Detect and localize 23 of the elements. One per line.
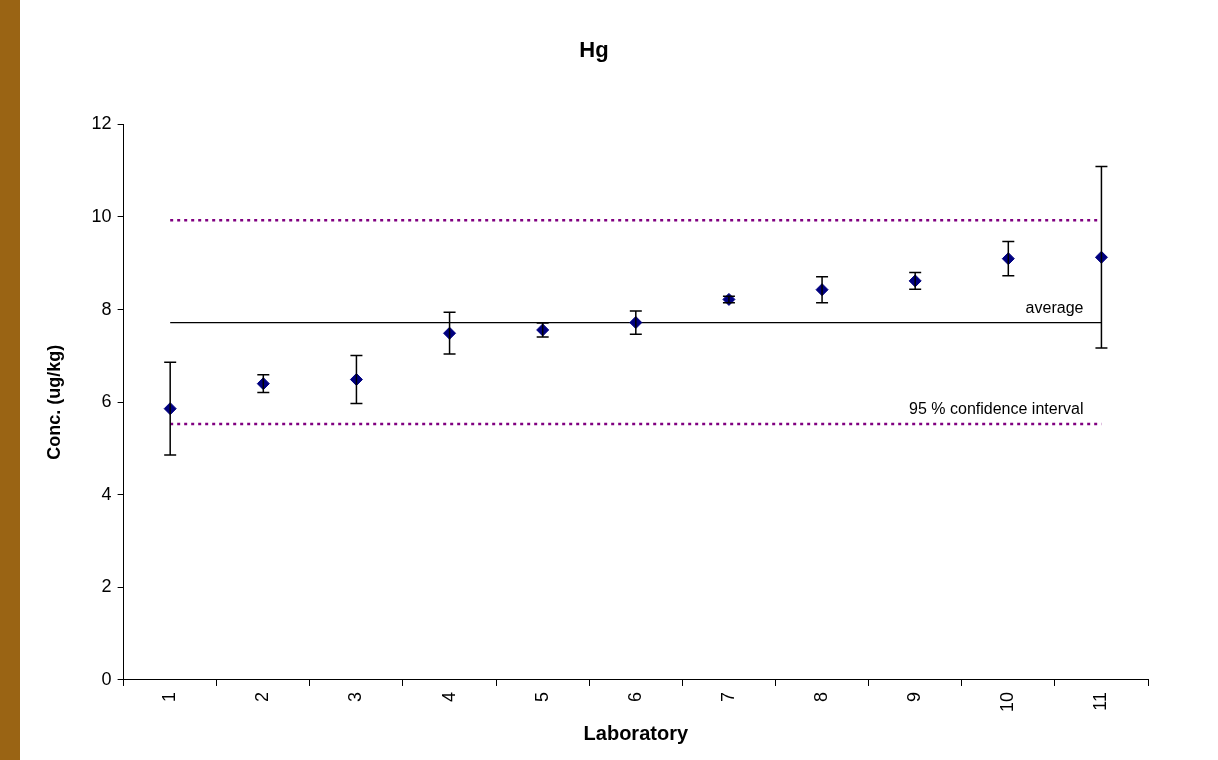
ref-line-label: 95 % confidence interval	[909, 400, 1084, 418]
x-tick-label: 4	[438, 691, 459, 702]
x-tick-label: 1	[159, 691, 180, 702]
y-tick-label: 6	[101, 391, 112, 412]
y-tick-label: 12	[91, 113, 112, 134]
x-tick-label: 5	[531, 691, 552, 702]
y-axis-title: Conc. (ug/kg)	[43, 344, 64, 460]
ref-line-label: average	[1025, 298, 1084, 316]
x-axis-title: Laboratory	[583, 721, 689, 744]
x-tick-label: 8	[811, 691, 832, 702]
x-tick-label: 9	[904, 691, 925, 702]
x-tick-label: 3	[345, 691, 366, 702]
chart-title: Hg	[579, 37, 609, 63]
y-tick-label: 4	[101, 483, 112, 504]
x-tick-label: 2	[252, 691, 273, 702]
y-tick-label: 2	[101, 576, 112, 597]
y-tick-label: 0	[101, 668, 112, 689]
x-tick-label: 7	[717, 691, 738, 702]
y-tick-label: 10	[91, 205, 112, 226]
y-tick-label: 8	[101, 298, 112, 319]
x-tick-label: 6	[624, 691, 645, 702]
x-tick-label: 10	[997, 691, 1018, 713]
x-tick-label: 11	[1090, 691, 1111, 711]
